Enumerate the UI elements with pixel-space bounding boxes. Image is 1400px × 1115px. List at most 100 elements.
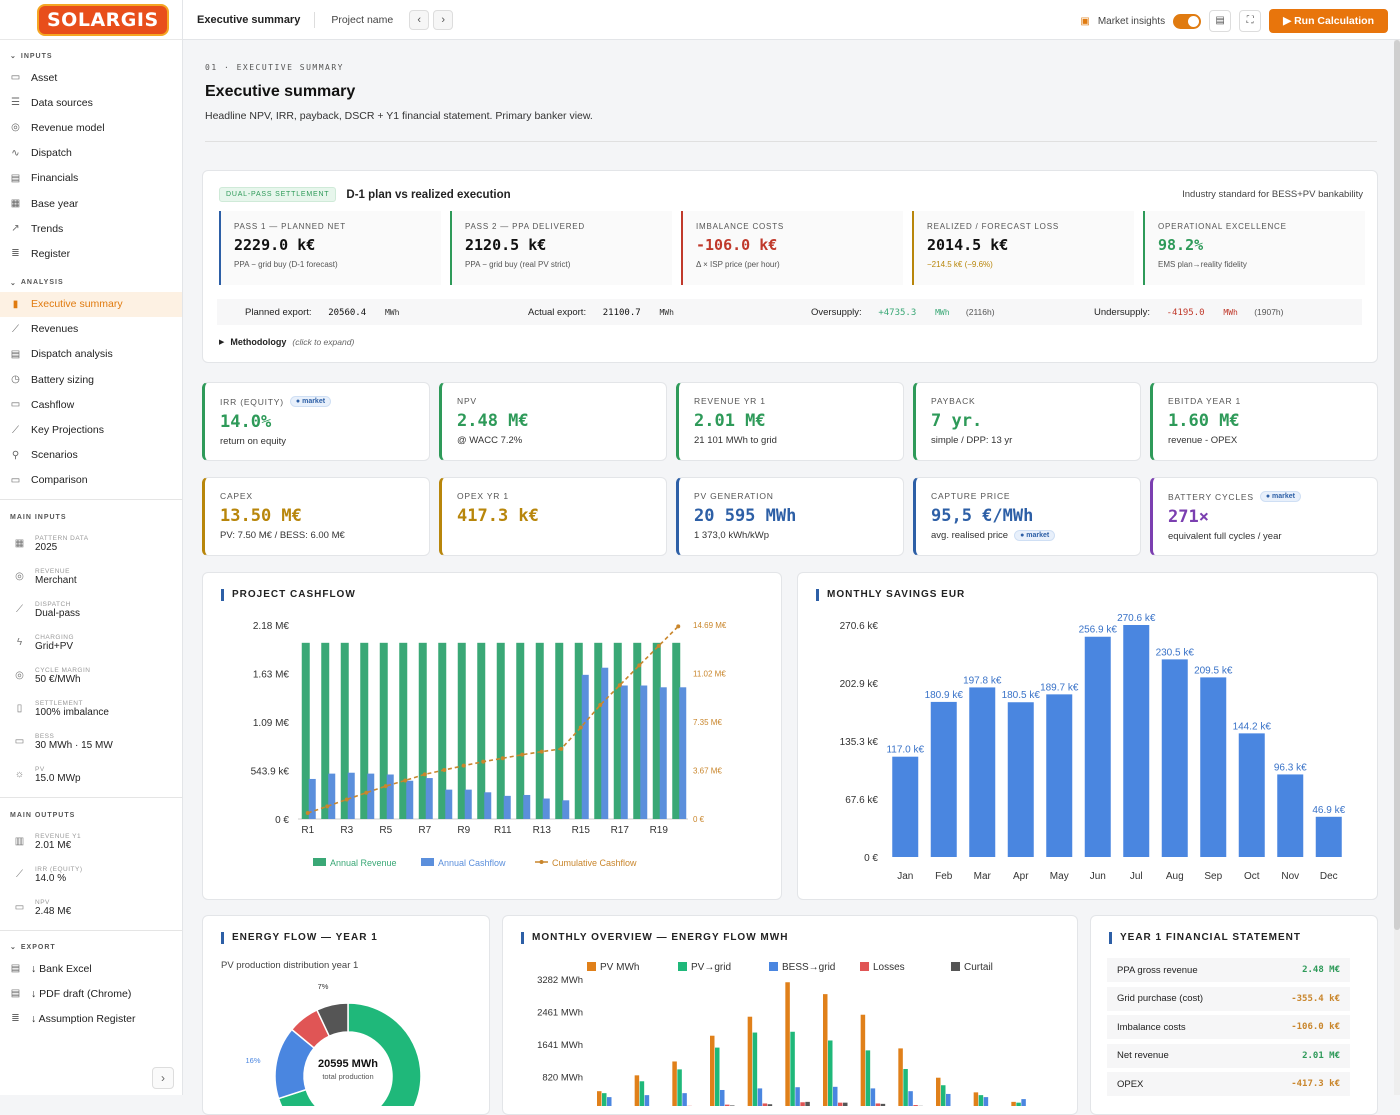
next-button[interactable]: › [433, 10, 453, 30]
legend-label[interactable]: Curtail [964, 962, 993, 973]
cumulative-point [657, 644, 661, 648]
market-tag[interactable]: ● market [290, 396, 331, 407]
kpi-sub: revenue - OPEX [1168, 435, 1237, 446]
kpi-label: EBITDA YEAR 1 [1168, 396, 1241, 406]
trend-icon: ⟋ [14, 869, 25, 880]
savings-bar [1162, 659, 1188, 857]
market-tag[interactable]: ● market [1014, 530, 1055, 541]
project-name[interactable]: Project name [315, 14, 409, 26]
revenue-bar [438, 643, 446, 819]
x-tick: Nov [1281, 871, 1299, 882]
sidebar-item-label: Revenue model [31, 122, 105, 134]
pass-value: 2014.5 k€ [927, 236, 1134, 254]
methodology-toggle[interactable]: ▶ Methodology (click to expand) [219, 337, 354, 347]
run-calculation-button[interactable]: ▶ Run Calculation [1269, 9, 1388, 33]
scrollbar[interactable] [1394, 40, 1400, 1095]
legend-label[interactable]: PV→grid [691, 962, 731, 973]
section-analysis[interactable]: ⌄ANALYSIS [10, 279, 182, 287]
savings-bar [931, 702, 957, 857]
revenue-bar [399, 643, 407, 819]
legend-label[interactable]: Annual Revenue [330, 858, 397, 868]
kpi-label: CAPTURE PRICE [931, 491, 1010, 501]
kpi-value: 95,5 €/MWh [931, 506, 1140, 526]
sidebar-item-executive-summary[interactable]: ▮Executive summary [0, 292, 182, 317]
cumulative-point [403, 778, 407, 782]
sidebar-item-assumption-register[interactable]: ≣↓ Assumption Register [0, 1006, 182, 1031]
cashflow-bar [543, 799, 550, 819]
kpi-sub: equivalent full cycles / year [1168, 531, 1282, 542]
legend-label[interactable]: Annual Cashflow [438, 858, 506, 868]
sidebar-item-scenarios[interactable]: ⚲Scenarios [0, 443, 182, 468]
sidebar-item-trends[interactable]: ↗Trends [0, 216, 182, 241]
sidebar-main-outputs-1[interactable]: ⟋IRR (EQUITY)14.0 % [0, 858, 182, 891]
sidebar-item-asset[interactable]: ▭Asset [0, 65, 182, 90]
y-tick-right: 11.02 M€ [693, 670, 726, 679]
cumulative-point [676, 624, 680, 628]
cashflow-bar [387, 775, 394, 819]
dispatch-icon: ▤ [10, 349, 21, 360]
cumulative-point [325, 804, 329, 808]
savings-bar [969, 687, 995, 857]
savings-card: MONTHLY SAVINGS EUR 0 €67.6 k€135.3 k€20… [797, 572, 1378, 900]
bar-value-label: 256.9 k€ [1079, 625, 1118, 636]
sidebar-item-dispatch-analysis[interactable]: ▤Dispatch analysis [0, 342, 182, 367]
sidebar-item-revenues[interactable]: ⟋Revenues [0, 317, 182, 342]
section-inputs[interactable]: ⌄INPUTS [10, 52, 182, 60]
sidebar-item-pdf-draft-chrome[interactable]: ▤↓ PDF draft (Chrome) [0, 981, 182, 1006]
y-tick-left: 0 € [275, 815, 289, 826]
fin-row: Grid purchase (cost)-355.4 k€ [1107, 987, 1350, 1011]
legend-label[interactable]: Cumulative Cashflow [552, 858, 637, 868]
sidebar-item-cashflow[interactable]: ▭Cashflow [0, 392, 182, 417]
sidebar-item-dispatch[interactable]: ∿Dispatch [0, 141, 182, 166]
sidebar-item-register[interactable]: ≣Register [0, 241, 182, 266]
bolt-icon: ϟ [14, 637, 25, 648]
energy-bar [936, 1078, 941, 1106]
legend-swatch [313, 858, 326, 866]
cashflow-chart: 0 €0 €543.9 k€3.67 M€1.09 M€7.35 M€1.63 … [203, 573, 781, 899]
energy-bar [881, 1104, 886, 1106]
collapse-sidebar-button[interactable]: › [152, 1067, 174, 1089]
legend-label[interactable]: Losses [873, 962, 905, 973]
notes-icon[interactable]: ▤ [1209, 10, 1231, 32]
kpi-label: BATTERY CYCLES [1168, 492, 1254, 502]
sidebar-item-key-projections[interactable]: ⟋Key Projections [0, 417, 182, 442]
energy-bar [946, 1094, 951, 1106]
param-value: 2.01 M€ [35, 840, 81, 851]
sidebar-item-battery-sizing[interactable]: ◷Battery sizing [0, 367, 182, 392]
section-export[interactable]: ⌄EXPORT [10, 943, 182, 951]
param-value: 14.0 % [35, 873, 83, 884]
market-insights-toggle[interactable] [1173, 14, 1201, 29]
fin-row-label: PPA gross revenue [1117, 965, 1198, 976]
solargis-logo[interactable]: SOLARGIS [37, 4, 169, 36]
legend-label[interactable]: BESS→grid [782, 962, 835, 973]
sidebar-item-base-year[interactable]: ▦Base year [0, 191, 182, 216]
legend-swatch [860, 962, 869, 971]
y-tick-right: 3.67 M€ [693, 767, 722, 776]
legend-label[interactable]: PV MWh [600, 962, 639, 973]
sidebar-item-revenue-model[interactable]: ◎Revenue model [0, 115, 182, 140]
sidebar-item-data-sources[interactable]: ☰Data sources [0, 90, 182, 115]
energy-bar [833, 1087, 838, 1106]
prev-button[interactable]: ‹ [409, 10, 429, 30]
bar-value-label: 189.7 k€ [1040, 682, 1079, 693]
market-tag[interactable]: ● market [1260, 491, 1301, 502]
kpi-label: IRR (EQUITY) [220, 397, 284, 407]
sidebar-item-financials[interactable]: ▤Financials [0, 166, 182, 191]
scrollbar-thumb[interactable] [1394, 40, 1400, 930]
y-tick: 820 MWh [542, 1073, 583, 1084]
sidebar-item-label: Register [31, 248, 70, 260]
sidebar-item-bank-excel[interactable]: ▤↓ Bank Excel [0, 956, 182, 981]
legend-swatch [421, 858, 434, 866]
fullscreen-icon[interactable]: ⛶ [1239, 10, 1261, 32]
sidebar-item-comparison[interactable]: ▭Comparison [0, 468, 182, 493]
